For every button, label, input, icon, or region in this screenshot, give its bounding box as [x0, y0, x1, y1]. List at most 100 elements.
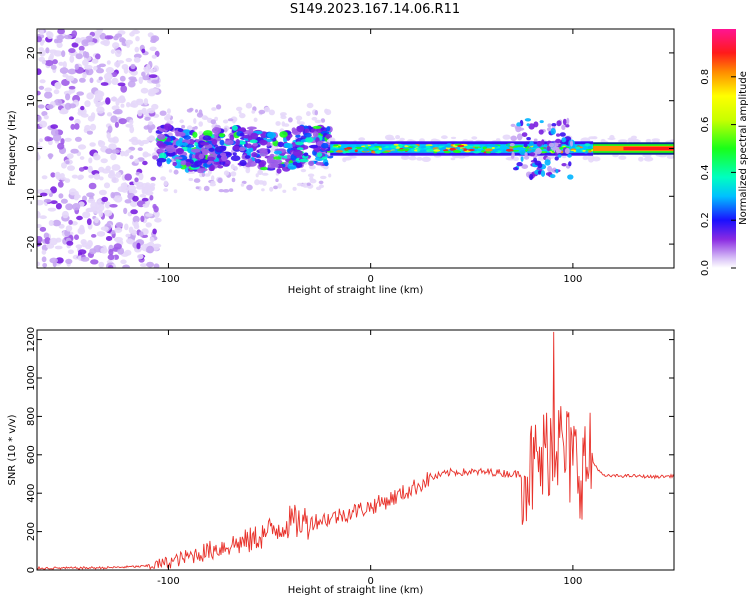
heatmap-cell — [55, 203, 62, 210]
heatmap-cell — [46, 137, 54, 142]
heatmap-cell — [77, 144, 87, 150]
top-ytick-label: 20 — [26, 47, 37, 60]
heatmap-cell — [588, 158, 594, 163]
heatmap-cell — [592, 136, 598, 140]
heatmap-cell — [43, 198, 52, 203]
heatmap-cell — [105, 236, 113, 241]
heatmap-cell — [211, 127, 222, 134]
heatmap-cell — [211, 124, 215, 128]
heatmap-cell — [76, 91, 84, 96]
heatmap-cell — [110, 192, 115, 199]
heatmap-cell — [150, 176, 156, 181]
heatmap-cell — [125, 123, 134, 128]
heatmap-cell — [305, 136, 314, 143]
heatmap-cell — [159, 110, 167, 116]
heatmap-cell — [152, 203, 157, 210]
heatmap-cell — [71, 30, 78, 38]
heatmap-cell — [148, 135, 155, 141]
heatmap-cell — [549, 174, 556, 179]
heatmap-cell — [74, 63, 80, 70]
heatmap-cell — [253, 117, 258, 123]
heatmap-cell — [643, 156, 654, 162]
heatmap-cell — [138, 172, 144, 181]
heatmap-cell — [39, 29, 44, 36]
heatmap-cell — [58, 193, 64, 199]
heatmap-cell — [71, 174, 78, 179]
heatmap-cell — [165, 144, 175, 152]
heatmap-cell — [561, 163, 567, 167]
heatmap-cell — [66, 153, 74, 159]
heatmap-cell — [46, 104, 54, 110]
heatmap-cell — [467, 148, 475, 152]
heatmap-cell — [60, 176, 67, 181]
heatmap-cell — [311, 116, 318, 121]
heatmap-cell — [98, 261, 105, 268]
heatmap-cell — [45, 47, 50, 54]
heatmap-cell — [41, 175, 48, 180]
heatmap-cell — [180, 160, 187, 166]
heatmap-cell — [526, 123, 530, 127]
heatmap-cell — [156, 157, 167, 163]
heatmap-cell — [283, 123, 290, 127]
heatmap-cell — [408, 156, 417, 161]
heatmap-cell — [130, 78, 138, 82]
heatmap-cell — [141, 197, 149, 202]
heatmap-cell — [111, 77, 119, 85]
heatmap-cell — [90, 259, 99, 265]
heatmap-cell — [411, 148, 415, 151]
heatmap-cell — [37, 68, 42, 75]
heatmap-cell — [37, 104, 45, 109]
heatmap-cell — [420, 145, 427, 149]
heatmap-cell — [98, 203, 105, 212]
heatmap-cell — [103, 182, 111, 189]
heatmap-cell — [526, 137, 531, 141]
heatmap-cell — [119, 95, 125, 102]
heatmap-cell — [84, 100, 91, 108]
heatmap-cell — [129, 155, 134, 160]
heatmap-cell — [362, 148, 369, 152]
colorbar-tick-label: 0.0 — [700, 260, 711, 276]
heatmap-cell — [82, 211, 91, 219]
heatmap-cell — [61, 50, 66, 58]
heatmap-cell — [547, 165, 553, 173]
heatmap-cell — [528, 123, 535, 130]
heatmap-cell — [433, 149, 441, 152]
heatmap-cell — [373, 143, 378, 147]
heatmap-cell — [52, 59, 58, 65]
top-xtick-label: -100 — [157, 274, 180, 285]
heatmap-cell — [112, 42, 120, 49]
heatmap-cell — [107, 254, 115, 261]
heatmap-cell — [37, 90, 41, 96]
heatmap-cell — [114, 227, 123, 234]
heatmap-cell — [87, 165, 93, 174]
heatmap-cell — [96, 68, 104, 74]
heatmap-cell — [273, 150, 283, 155]
bottom-ytick-label: 200 — [26, 522, 37, 541]
heatmap-cell — [78, 249, 87, 255]
heatmap-cell — [538, 170, 542, 175]
heatmap-cell — [346, 147, 353, 150]
heatmap-cell — [233, 145, 240, 150]
heatmap-cell — [135, 36, 140, 42]
heatmap-cell — [273, 156, 281, 160]
heatmap-cell — [642, 154, 652, 158]
heatmap-cell — [111, 164, 121, 171]
heatmap-cell — [141, 139, 150, 145]
colorbar-label: Normalized spectral amplitude — [738, 71, 749, 225]
heatmap-cell — [251, 110, 256, 114]
heatmap-cell — [193, 118, 197, 124]
heatmap-cell — [261, 188, 265, 192]
heatmap-cell — [520, 156, 524, 162]
heatmap-cell — [450, 136, 457, 140]
heatmap-cell — [126, 238, 133, 244]
heatmap-cell — [529, 152, 536, 157]
heatmap-cell — [559, 132, 566, 137]
heatmap-cell — [105, 67, 115, 74]
heatmap-cell — [42, 263, 48, 268]
heatmap-cell — [554, 156, 559, 161]
heatmap-cell — [210, 180, 216, 184]
heatmap-cell — [37, 189, 45, 194]
heatmap-cell — [245, 102, 253, 109]
heatmap-cell — [314, 110, 318, 116]
